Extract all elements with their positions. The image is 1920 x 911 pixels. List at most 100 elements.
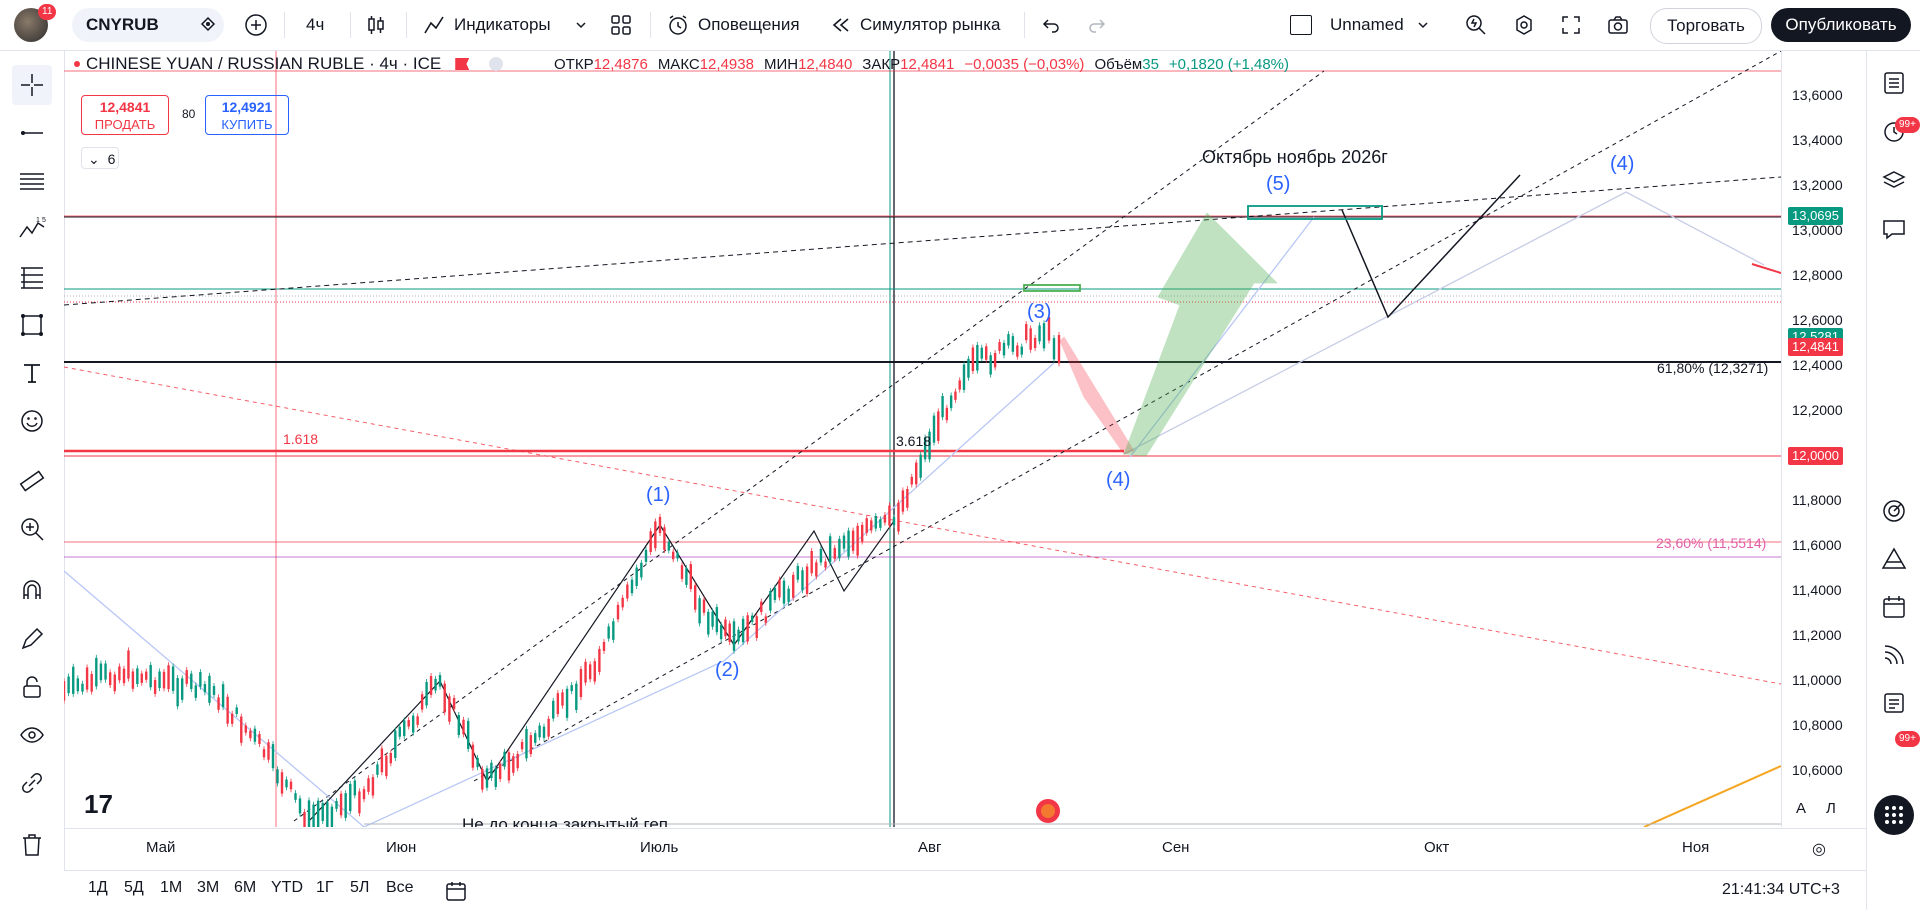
interval-button[interactable]: 4ч — [306, 15, 325, 34]
quick-search-button[interactable] — [1464, 9, 1488, 41]
magnet-tool[interactable] — [16, 575, 48, 607]
indicators-icon — [424, 16, 444, 34]
text-tool[interactable] — [16, 357, 48, 389]
lock-tool[interactable] — [16, 671, 48, 703]
chart-type-button[interactable] — [364, 9, 390, 41]
wave-label-2[interactable]: (2) — [715, 659, 740, 681]
layout-button[interactable]: Unnamed — [1290, 9, 1430, 41]
wave-label-4-future[interactable]: (4) — [1610, 153, 1635, 175]
remove-drawings-tool[interactable] — [16, 829, 48, 861]
redo-icon — [1089, 19, 1106, 33]
pine-editor-button[interactable] — [1878, 543, 1910, 575]
candle-body — [728, 623, 731, 643]
candle-body — [1029, 328, 1032, 350]
add-symbol-button[interactable] — [244, 9, 272, 41]
chevron-down-icon — [576, 22, 586, 29]
range-5y[interactable]: 5Л — [350, 879, 370, 896]
chart-pane[interactable]: 17 CHINESE YUAN / RUSSIAN RUBLE · 4ч · I… — [64, 51, 1781, 827]
drawing-mode-tool[interactable] — [16, 623, 48, 655]
candle-body — [507, 752, 511, 781]
clock[interactable]: 21:41:34 UTC+3 — [1722, 881, 1840, 898]
wave-label-4[interactable]: (4) — [1106, 469, 1131, 491]
eye-icon — [20, 727, 44, 743]
object-tree-button[interactable] — [1878, 165, 1910, 197]
candle-body — [910, 476, 913, 485]
buy-button[interactable]: 12,4921 КУПИТЬ — [205, 95, 289, 135]
range-all[interactable]: Все — [386, 879, 414, 896]
screenshot-button[interactable] — [1606, 9, 1630, 41]
watchlist-button[interactable] — [1878, 67, 1910, 99]
series-title[interactable]: CHINESE YUAN / RUSSIAN RUBLE · 4ч · ICE — [86, 54, 442, 73]
range-1d[interactable]: 1Д — [88, 879, 108, 896]
indicators-collapse-button[interactable]: ⌄ 6 — [81, 147, 119, 169]
candle-body — [724, 619, 727, 637]
shapes-tool[interactable] — [16, 309, 48, 341]
auto-scale-button[interactable]: A — [1796, 800, 1807, 817]
channel-tool[interactable] — [16, 165, 48, 197]
wave-label-5[interactable]: (5) — [1266, 173, 1291, 195]
range-1y[interactable]: 1Г — [316, 879, 334, 896]
fullscreen-button[interactable] — [1560, 9, 1582, 41]
sync-drawings-tool[interactable] — [16, 767, 48, 799]
eye-circle-icon[interactable] — [489, 57, 504, 71]
candle-body — [230, 713, 234, 724]
open-value: 12,4876 — [593, 56, 648, 73]
price-axis[interactable] — [1781, 51, 1866, 827]
candle-body — [626, 584, 629, 599]
wave-label-1[interactable]: (1) — [646, 484, 671, 506]
gap-note[interactable]: Не до конца закрытый геп — [462, 815, 669, 827]
ruler-tool[interactable] — [16, 465, 48, 497]
candle-body — [538, 725, 541, 738]
candle-body — [702, 599, 706, 613]
settings-button[interactable] — [1512, 9, 1536, 41]
replay-button[interactable]: Симулятор рынка — [830, 9, 1000, 41]
emoji-tool[interactable] — [16, 405, 48, 437]
undo-button[interactable] — [1040, 9, 1062, 41]
visibility-tool[interactable] — [16, 719, 48, 751]
range-1m[interactable]: 1М — [160, 879, 183, 896]
fib-tool[interactable] — [16, 261, 48, 293]
axis-settings-icon[interactable]: ◎ — [1812, 841, 1826, 858]
range-ytd[interactable]: YTD — [271, 879, 303, 896]
candle-body — [127, 650, 130, 679]
calendar-button[interactable] — [1878, 591, 1910, 623]
sell-button[interactable]: 12,4841 ПРОДАТЬ — [81, 95, 169, 135]
zoom-tool[interactable] — [16, 513, 48, 545]
candle-body — [980, 347, 983, 359]
trendline-tool[interactable] — [16, 117, 48, 149]
trade-button[interactable]: Торговать — [1650, 8, 1762, 44]
symbol-search[interactable]: CNYRUB — [72, 8, 224, 42]
templates-button[interactable] — [610, 9, 632, 41]
price-chart[interactable]: 17 — [64, 51, 1781, 827]
indicators-button[interactable]: Индикаторы — [422, 9, 551, 41]
range-6m[interactable]: 6М — [234, 879, 257, 896]
range-5d[interactable]: 5Д — [124, 879, 144, 896]
candle-body — [294, 793, 297, 800]
publish-label: Опубликовать — [1785, 15, 1897, 34]
ruler-icon — [19, 470, 45, 492]
chats-button[interactable] — [1878, 213, 1910, 245]
time-axis[interactable]: Май Июн Июль Авг Сен Окт Ноя ◎ — [64, 828, 1866, 869]
target-annotation[interactable]: Октябрь ноябрь 2026г — [1202, 147, 1388, 167]
notifications-button[interactable] — [1878, 687, 1910, 719]
log-scale-button[interactable]: Л — [1826, 800, 1836, 817]
redo-button[interactable] — [1086, 9, 1108, 41]
apps-button[interactable] — [1874, 795, 1914, 835]
candle-body — [976, 344, 979, 371]
crosshair-tool[interactable] — [12, 65, 52, 105]
rectangle-icon — [21, 314, 43, 336]
candle-body — [547, 718, 550, 737]
go-to-date-button[interactable] — [444, 879, 468, 908]
indicators-dropdown[interactable] — [574, 9, 588, 41]
candle-body — [870, 520, 873, 531]
streams-button[interactable] — [1878, 639, 1910, 671]
candle-body — [76, 678, 80, 692]
publish-button[interactable]: Опубликовать — [1771, 8, 1911, 42]
range-3m[interactable]: 3М — [197, 879, 220, 896]
ideas-button[interactable] — [1878, 495, 1910, 527]
wave-label-3[interactable]: (3) — [1027, 301, 1052, 323]
alerts-button[interactable]: Оповещения — [666, 9, 800, 41]
candle-body — [746, 615, 749, 642]
